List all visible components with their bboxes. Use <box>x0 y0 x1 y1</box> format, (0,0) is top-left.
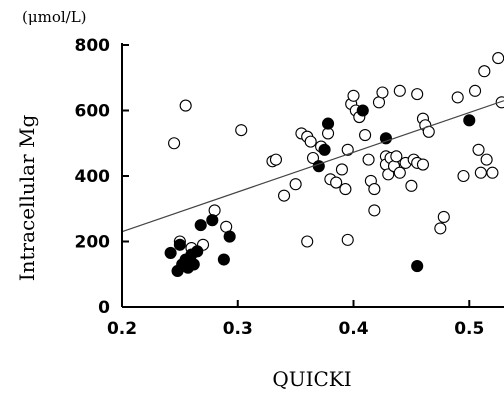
data-point-open <box>269 153 283 166</box>
data-point-open <box>362 153 375 166</box>
data-point-open <box>376 86 389 99</box>
data-point-open <box>457 169 470 183</box>
data-point-open <box>341 143 354 156</box>
data-point-open <box>480 153 493 166</box>
data-point-filled <box>318 143 331 156</box>
data-point-open <box>289 178 302 191</box>
data-point-filled <box>217 253 230 266</box>
data-point-filled <box>463 114 476 127</box>
data-point-filled <box>187 258 200 271</box>
data-point-open <box>208 204 221 217</box>
data-point-open <box>330 176 343 189</box>
data-point-filled <box>206 214 219 227</box>
y-tick-label: 600 <box>75 102 111 122</box>
data-point-open <box>474 166 487 179</box>
data-point-open <box>437 210 450 223</box>
data-point-open <box>492 52 504 65</box>
data-point-open <box>472 143 485 156</box>
data-point-open <box>368 183 381 196</box>
data-point-open <box>416 158 430 171</box>
x-tick-label: 0.3 <box>223 319 253 339</box>
data-point-open <box>393 166 406 179</box>
data-point-open <box>390 150 403 163</box>
data-point-filled <box>411 260 424 273</box>
x-tick-label: 0.5 <box>454 319 484 339</box>
data-point-open <box>478 65 491 78</box>
data-point-open <box>411 88 424 101</box>
data-point-open <box>278 189 291 202</box>
data-point-open <box>359 129 372 142</box>
data-point-filled <box>379 132 392 145</box>
ticks <box>121 44 471 308</box>
data-point-open <box>393 84 406 97</box>
data-point-filled <box>191 245 204 258</box>
data-point-open <box>405 179 418 192</box>
y-axis-title: Intracellular Mg <box>15 115 39 282</box>
data-point-open <box>469 84 482 97</box>
data-point-open <box>304 135 317 148</box>
y-tick-label: 200 <box>75 233 111 253</box>
data-point-open <box>339 183 352 196</box>
data-point-open <box>347 89 360 102</box>
x-tick-label: 0.2 <box>107 319 137 339</box>
data-point-filled <box>164 246 177 260</box>
data-point-filled <box>321 117 335 130</box>
data-point-open <box>306 151 320 165</box>
data-points <box>164 52 504 278</box>
y-tick-label: 0 <box>98 298 110 318</box>
tick-labels: 0 200 400 600 800 0.2 0.3 0.4 0.5 <box>75 36 485 339</box>
data-point-open <box>235 124 248 137</box>
data-point-open <box>168 137 181 150</box>
data-point-open <box>434 222 447 235</box>
trend-line <box>121 100 504 233</box>
x-axis-title: QUICKI <box>272 367 351 391</box>
y-axis-unit: (μmol/L) <box>22 8 87 26</box>
data-point-open <box>368 204 381 217</box>
y-tick-label: 400 <box>75 167 111 187</box>
x-tick-label: 0.4 <box>338 319 368 339</box>
data-point-open <box>382 168 395 181</box>
data-point-open <box>301 235 314 248</box>
y-tick-label: 800 <box>75 36 111 56</box>
data-point-filled <box>194 219 207 232</box>
data-point-open <box>451 91 464 104</box>
data-point-open <box>341 233 354 246</box>
data-point-open <box>335 163 348 176</box>
data-point-open <box>486 166 499 179</box>
data-point-filled <box>356 104 369 117</box>
data-point-filled <box>173 238 186 251</box>
data-point-filled <box>223 230 236 243</box>
data-point-open <box>179 99 192 112</box>
